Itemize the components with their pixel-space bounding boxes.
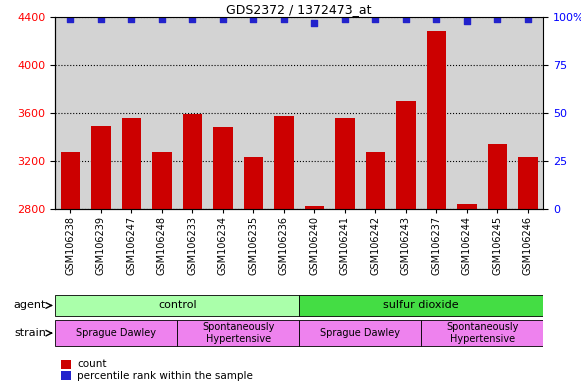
Bar — [152, 152, 172, 384]
Bar — [518, 157, 538, 384]
Bar — [121, 118, 141, 384]
Point — [127, 16, 136, 22]
Bar — [177, 320, 299, 346]
Bar — [274, 116, 294, 384]
Bar — [457, 204, 477, 384]
Point — [310, 20, 319, 26]
Point — [218, 16, 228, 22]
Point — [249, 16, 258, 22]
Bar — [299, 320, 421, 346]
Text: sulfur dioxide: sulfur dioxide — [383, 300, 459, 311]
Bar — [60, 152, 80, 384]
Bar — [304, 207, 324, 384]
Bar — [421, 320, 543, 346]
Bar — [365, 152, 385, 384]
Point — [523, 16, 533, 22]
Bar — [213, 127, 233, 384]
Bar — [426, 31, 446, 384]
Text: strain: strain — [14, 328, 46, 338]
Text: percentile rank within the sample: percentile rank within the sample — [77, 371, 253, 381]
Text: Spontaneously
Hypertensive: Spontaneously Hypertensive — [202, 322, 274, 344]
Point — [493, 16, 502, 22]
Title: GDS2372 / 1372473_at: GDS2372 / 1372473_at — [227, 3, 372, 16]
Point — [66, 16, 75, 22]
Point — [188, 16, 197, 22]
Point — [462, 18, 472, 24]
Bar — [182, 114, 202, 384]
Bar — [487, 144, 507, 384]
Point — [279, 16, 289, 22]
Point — [157, 16, 167, 22]
Point — [340, 16, 350, 22]
Text: Sprague Dawley: Sprague Dawley — [320, 328, 400, 338]
Bar — [55, 320, 177, 346]
Text: agent: agent — [14, 300, 46, 311]
Bar — [335, 118, 355, 384]
Bar — [396, 101, 416, 384]
Text: control: control — [158, 300, 196, 311]
Bar — [243, 157, 263, 384]
Point — [432, 16, 441, 22]
Text: count: count — [77, 359, 107, 369]
Point — [371, 16, 380, 22]
Text: Sprague Dawley: Sprague Dawley — [76, 328, 156, 338]
Point — [96, 16, 106, 22]
Bar — [55, 295, 299, 316]
Bar — [91, 126, 111, 384]
Point — [401, 16, 411, 22]
Text: Spontaneously
Hypertensive: Spontaneously Hypertensive — [446, 322, 518, 344]
Bar — [299, 295, 543, 316]
